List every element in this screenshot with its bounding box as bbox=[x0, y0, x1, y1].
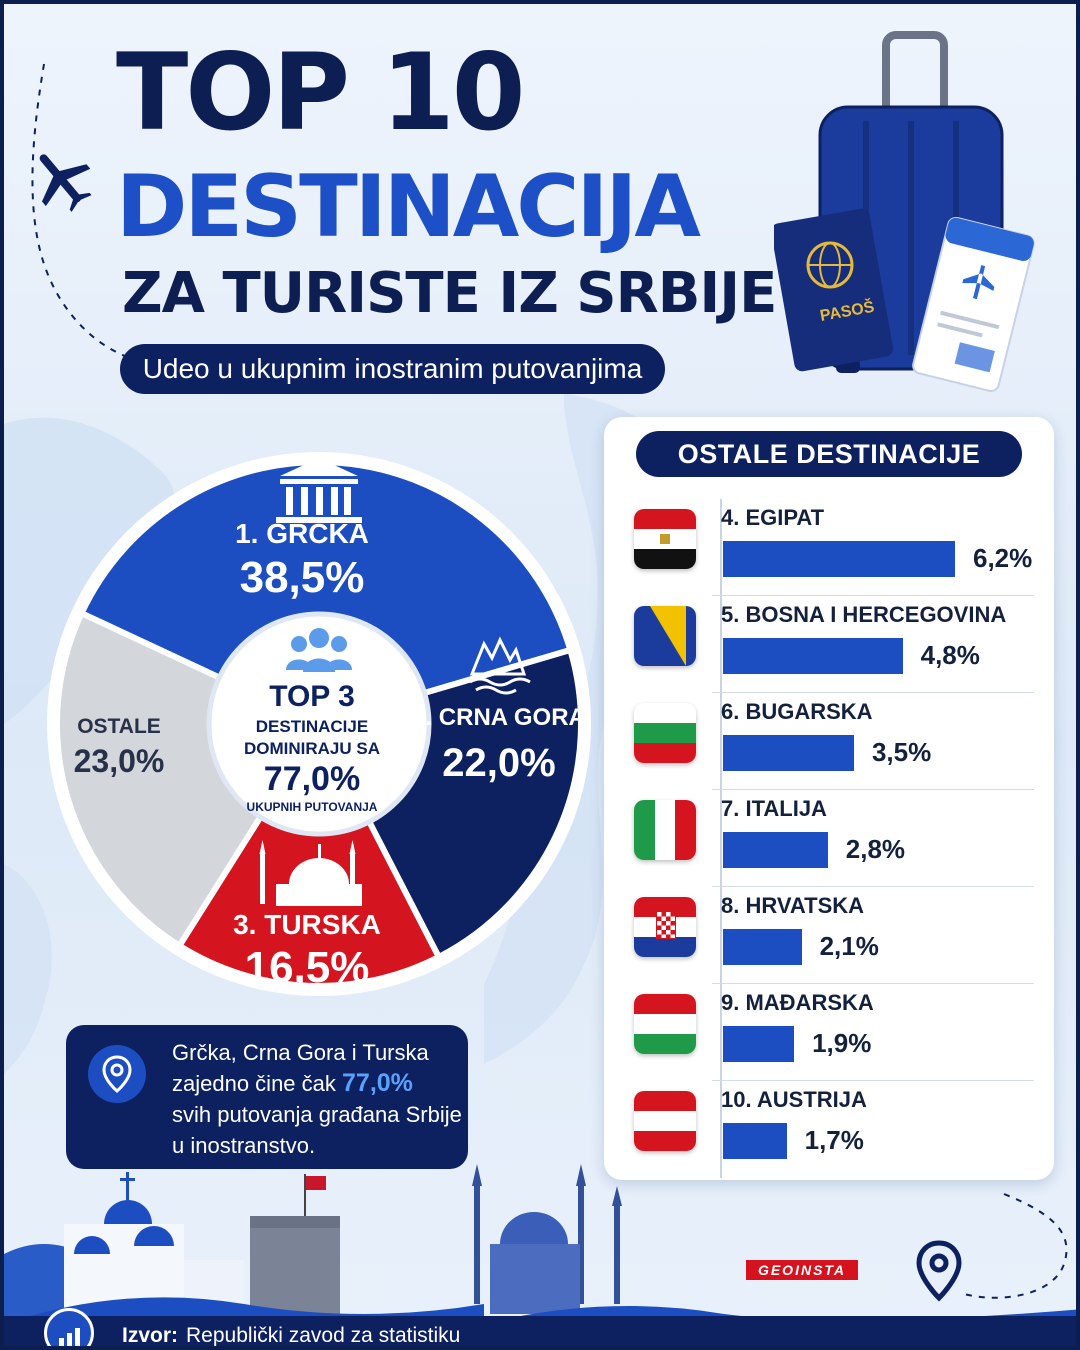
bar-row: 5. BOSNA I HERCEGOVINA 4,8% bbox=[604, 596, 1054, 693]
bar-axis-line bbox=[720, 984, 722, 1081]
note-text: Grčka, Crna Gora i Turska zajedno čine č… bbox=[172, 1037, 462, 1161]
note-line-2: zajedno čine čak 77,0% bbox=[172, 1068, 462, 1099]
title-line-1: TOP 10 bbox=[116, 31, 526, 154]
bar-category-label: 10. AUSTRIJA bbox=[721, 1087, 867, 1112]
bar-value-label: 1,9% bbox=[812, 1028, 872, 1058]
bar-value-label: 2,8% bbox=[845, 834, 906, 864]
flag-hungary-icon bbox=[634, 994, 696, 1054]
plane-icon bbox=[39, 154, 92, 212]
summary-note: Grčka, Crna Gora i Turska zajedno čine č… bbox=[66, 1025, 468, 1169]
bar-axis-line bbox=[720, 790, 722, 887]
subtitle-pill: Udeo u ukupnim inostranim putovanjima bbox=[120, 344, 665, 394]
pie-value-crna-gora: 22,0% bbox=[442, 741, 555, 785]
bar-value-label: 4,8% bbox=[920, 640, 980, 670]
bar-row: 9. MAĐARSKA 1,9% bbox=[604, 984, 1054, 1081]
flag-egypt-icon bbox=[634, 509, 696, 569]
location-pin-icon bbox=[88, 1045, 146, 1103]
pie-value-turska: 16,5% bbox=[245, 943, 370, 992]
bar-row: 8. HRVATSKA 2,1% bbox=[604, 887, 1054, 984]
bar-axis-line bbox=[720, 1081, 722, 1178]
row-divider bbox=[712, 789, 1034, 790]
bar-mark bbox=[723, 1026, 795, 1062]
source-text: Izvor: Republički zavod za statistiku bbox=[122, 1324, 461, 1347]
pie-value-ostale: 23,0% bbox=[74, 743, 165, 779]
note-line-3: svih putovanja građana Srbije bbox=[172, 1102, 462, 1127]
center-line-3: DOMINIRAJU SA bbox=[244, 739, 380, 758]
bar-list: 4. EGIPAT 6,2% 5. BOSNA I HERCEGOVINA 4,8% 6… bbox=[604, 499, 1054, 1178]
temple-icon bbox=[276, 458, 362, 523]
other-destinations-panel: OSTALE DESTINACIJE 4. EGIPAT 6,2% 5. BOSNA… bbox=[604, 417, 1054, 1180]
bar-mark bbox=[723, 735, 854, 771]
center-value: 77,0% bbox=[264, 760, 360, 798]
people-icon bbox=[286, 628, 352, 672]
bar-category-label: 4. EGIPAT bbox=[721, 505, 825, 530]
bar-category-label: 6. BUGARSKA bbox=[721, 699, 873, 724]
row-divider bbox=[712, 1080, 1034, 1081]
bar-axis-line bbox=[720, 887, 722, 984]
source-name: Republički zavod za statistiku bbox=[186, 1324, 461, 1347]
note-line-4: u inostranstvo. bbox=[172, 1133, 316, 1158]
pie-value-grcka: 38,5% bbox=[240, 553, 365, 602]
pie-label-crna-gora: 2. CRNA GORA bbox=[412, 704, 586, 731]
bar-category-label: 7. ITALIJA bbox=[721, 796, 827, 821]
bar-axis-line bbox=[720, 499, 722, 596]
note-line-2-value: 77,0% bbox=[342, 1069, 413, 1097]
passport-icon: PASOŠ bbox=[774, 208, 893, 372]
bar-mark bbox=[723, 929, 802, 965]
source-label: Izvor: bbox=[122, 1324, 179, 1347]
bar-value-label: 2,1% bbox=[819, 931, 879, 961]
row-divider bbox=[712, 983, 1034, 984]
flag-bosnia-icon bbox=[634, 606, 696, 666]
flag-bulgaria-icon bbox=[634, 703, 696, 763]
center-line-5: UKUPNIH PUTOVANJA bbox=[247, 800, 378, 814]
pie-label-turska: 3. TURSKA bbox=[233, 909, 381, 940]
row-divider bbox=[712, 692, 1034, 693]
bar-mark bbox=[723, 832, 828, 868]
bar-category-label: 8. HRVATSKA bbox=[721, 893, 865, 918]
bar-value-label: 3,5% bbox=[871, 737, 932, 767]
pie-slice-1 bbox=[77, 459, 575, 728]
flag-italy-icon bbox=[634, 800, 696, 860]
bar-value-label: 1,7% bbox=[804, 1125, 864, 1155]
row-divider bbox=[712, 595, 1034, 596]
center-line-2: DESTINACIJE bbox=[256, 717, 368, 736]
flag-croatia-icon bbox=[634, 897, 696, 957]
title-line-3: ZA TURISTE IZ SRBIJE bbox=[122, 261, 777, 326]
center-top: TOP 3 bbox=[269, 680, 355, 713]
bar-row: 4. EGIPAT 6,2% bbox=[604, 499, 1054, 596]
map-pin-icon bbox=[916, 1240, 962, 1302]
pie-label-ostale: OSTALE bbox=[77, 715, 161, 738]
bar-axis-line bbox=[720, 596, 722, 693]
bar-row: 10. AUSTRIJA 1,7% bbox=[604, 1081, 1054, 1178]
bar-mark bbox=[723, 638, 903, 674]
bar-row: 6. BUGARSKA 3,5% bbox=[604, 693, 1054, 790]
bar-mark bbox=[723, 1123, 787, 1159]
mosque-icon bbox=[259, 840, 362, 906]
flag-austria-icon bbox=[634, 1091, 696, 1151]
mountain-icon bbox=[469, 636, 531, 695]
bar-axis-line bbox=[720, 693, 722, 790]
bar-value-label: 6,2% bbox=[973, 543, 1033, 573]
pie-slice-3 bbox=[175, 717, 443, 989]
footer: Izvor: Republički zavod za statistiku bbox=[4, 1308, 1076, 1347]
bar-category-label: 5. BOSNA I HERCEGOVINA bbox=[721, 602, 1007, 627]
note-line-2-pre: zajedno čine čak bbox=[172, 1071, 336, 1096]
note-line-1: Grčka, Crna Gora i Turska bbox=[172, 1040, 429, 1065]
title-line-2: DESTINACIJA bbox=[116, 157, 701, 257]
bar-row: 7. ITALIJA 2,8% bbox=[604, 790, 1054, 887]
suitcase-icon: PASOŠ bbox=[774, 31, 1035, 393]
row-divider bbox=[712, 886, 1034, 887]
bar-mark bbox=[723, 541, 955, 577]
pie-chart: 1. GRČKA 38,5% 2. CRNA GORA 22,0% 3. TUR… bbox=[47, 452, 591, 996]
panel-title: OSTALE DESTINACIJE bbox=[636, 431, 1022, 477]
bar-category-label: 9. MAĐARSKA bbox=[721, 990, 874, 1015]
boarding-pass-icon bbox=[912, 216, 1035, 393]
brand-logo: GEOINSTA bbox=[746, 1260, 858, 1280]
pie-label-grcka: 1. GRČKA bbox=[235, 517, 369, 549]
bar-chart-icon bbox=[44, 1308, 94, 1346]
